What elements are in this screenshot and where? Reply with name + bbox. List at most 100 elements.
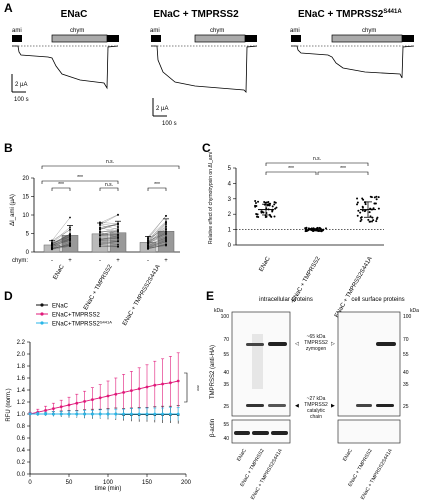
paired-line: [147, 241, 167, 247]
sig-c-left: ***: [288, 166, 294, 172]
panel-c-ylabel: Relative effect of chymotrypsin on ΔI_am…: [208, 152, 214, 244]
data-point: [83, 412, 86, 416]
data-point: [377, 196, 380, 199]
paired-line: [99, 241, 119, 244]
data-point: [368, 211, 371, 214]
panel-d: D RFU (norm.) time (min) 0.0 0.2 0.4 0.6 0.8…: [4, 289, 199, 492]
paired-line: [147, 233, 167, 241]
kda-label-right: kDa: [410, 308, 419, 314]
data-point: [271, 209, 274, 212]
ladder-mark: 40: [403, 370, 409, 376]
catalytic-arrow-left: ◀: [295, 403, 299, 409]
paired-line: [147, 238, 167, 244]
y-tick-label: 2: [228, 212, 232, 218]
panel-b-ylabel: ΔI_ami (µA): [10, 194, 16, 226]
paired-line: [147, 226, 167, 241]
zymogen-arrow-left: ◁: [295, 341, 299, 347]
data-point: [369, 195, 372, 198]
data-point: [275, 206, 278, 209]
legend-label: ENaC+TMPRSS2S441A: [52, 320, 112, 328]
data-point: [106, 394, 110, 398]
paired-line: [147, 215, 167, 239]
bracket-enac: [51, 187, 71, 191]
band-zymogen: [268, 342, 287, 346]
band-surface-catalytic-2: [376, 404, 394, 407]
panel-c-axes: 0 1 2 3 4 5: [228, 166, 384, 249]
y-tick-label: 3: [228, 197, 232, 203]
chym-bar: [194, 34, 246, 43]
data-point: [176, 412, 180, 416]
panel-b-marks: [43, 213, 175, 253]
sig-d: ***: [193, 385, 199, 391]
scale-y-label: 2 µA: [15, 82, 27, 88]
blot-surface-actin: [337, 419, 401, 444]
y-tick-label: 0: [228, 243, 232, 249]
paired-line: [51, 235, 71, 245]
chym-row-label: chym:: [12, 258, 28, 264]
data-point: [52, 407, 55, 410]
y-tick-label: 0.4: [17, 448, 26, 454]
chym-label: chym: [70, 28, 84, 34]
data-point: [169, 381, 172, 385]
sign: +: [164, 258, 168, 264]
data-point: [59, 412, 63, 416]
lane-label: ENaC: [236, 448, 248, 463]
data-point: [376, 216, 379, 219]
y-tick-label: 5: [26, 232, 30, 238]
data-point: [369, 215, 372, 218]
data-point: [122, 412, 125, 416]
scale-x-label: 100 s: [162, 121, 177, 127]
ami-bar: [151, 35, 161, 42]
paired-line: [51, 233, 71, 245]
c-group-s441a: ENaC + TMPRSS2S441A: [334, 256, 374, 319]
bracket-c-outer: [265, 162, 369, 166]
blot-ylabel: TMPRSS2 (anti-HA): [210, 345, 216, 399]
band-actin: [252, 431, 269, 435]
ladder-mark: 55: [223, 422, 229, 428]
zymogen-label: ~65 kDa TMPRSS2 zymogen: [304, 334, 328, 352]
paired-line: [99, 227, 119, 234]
paired-line: [147, 239, 167, 248]
data-point: [361, 197, 364, 200]
panel-a: A ENaC ami chym 2 µA 100 s ENaC + TMPRSS…: [4, 1, 415, 127]
data-point: [98, 412, 102, 416]
data-point: [130, 389, 133, 392]
bracket-c-left: [265, 171, 317, 175]
y-tick-label: 20: [22, 176, 29, 182]
data-point: [161, 382, 165, 386]
data-point: [375, 198, 378, 201]
y-tick-label: 0.2: [17, 460, 26, 466]
paired-line: [147, 222, 167, 241]
y-tick-label: 4: [228, 181, 232, 187]
data-point: [261, 211, 264, 214]
data-point: [75, 401, 79, 405]
data-point: [69, 216, 71, 219]
surface-title: cell surface proteins: [351, 297, 404, 303]
paired-line: [99, 223, 119, 227]
data-point: [375, 195, 378, 198]
sign: -: [147, 258, 149, 264]
paired-line: [51, 237, 71, 246]
paired-line: [51, 241, 71, 249]
trace-title-enac-tmprss2-s441a: ENaC + TMPRSS2S441A: [298, 9, 402, 20]
band-catalytic: [246, 404, 264, 407]
y-tick-label: 1.0: [17, 412, 26, 418]
ladder-mark: 55: [403, 352, 409, 358]
sig-c-outer: n.s.: [313, 156, 321, 162]
y-tick-label: 0.6: [17, 436, 26, 442]
data-point: [59, 405, 63, 409]
data-point: [372, 207, 375, 210]
data-point: [117, 213, 119, 216]
x-tick-label: 200: [181, 480, 192, 486]
paired-line: [99, 237, 119, 241]
data-point: [165, 214, 167, 217]
paired-line: [147, 231, 167, 245]
bracket-tmprss2: [99, 187, 119, 191]
data-point: [83, 400, 86, 403]
paired-line: [51, 240, 71, 249]
paired-line: [99, 222, 119, 224]
band-catalytic-weak: [268, 404, 286, 407]
data-point: [153, 383, 157, 387]
